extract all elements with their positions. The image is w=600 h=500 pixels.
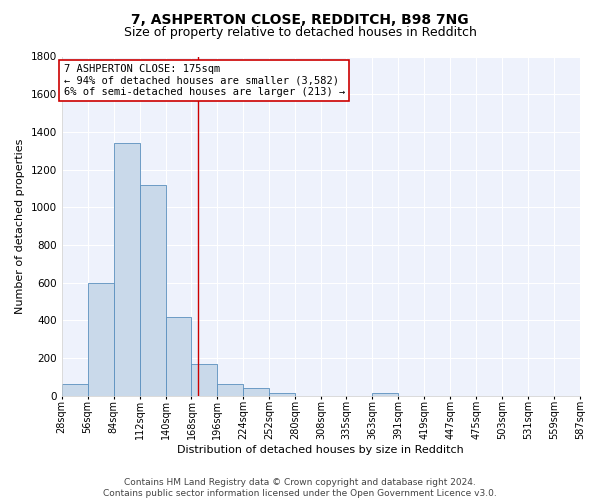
Text: 7, ASHPERTON CLOSE, REDDITCH, B98 7NG: 7, ASHPERTON CLOSE, REDDITCH, B98 7NG: [131, 12, 469, 26]
Text: Contains HM Land Registry data © Crown copyright and database right 2024.
Contai: Contains HM Land Registry data © Crown c…: [103, 478, 497, 498]
Bar: [269, 393, 295, 396]
Bar: [372, 393, 398, 396]
Bar: [244, 388, 269, 396]
Text: Size of property relative to detached houses in Redditch: Size of property relative to detached ho…: [124, 26, 476, 39]
Bar: [217, 384, 244, 396]
Text: 7 ASHPERTON CLOSE: 175sqm
← 94% of detached houses are smaller (3,582)
6% of sem: 7 ASHPERTON CLOSE: 175sqm ← 94% of detac…: [64, 64, 345, 97]
Bar: [88, 282, 113, 396]
Bar: [62, 384, 88, 396]
Bar: [140, 184, 166, 396]
Y-axis label: Number of detached properties: Number of detached properties: [15, 138, 25, 314]
Bar: [191, 364, 217, 396]
Bar: [113, 143, 140, 396]
Bar: [166, 316, 191, 396]
X-axis label: Distribution of detached houses by size in Redditch: Distribution of detached houses by size …: [178, 445, 464, 455]
